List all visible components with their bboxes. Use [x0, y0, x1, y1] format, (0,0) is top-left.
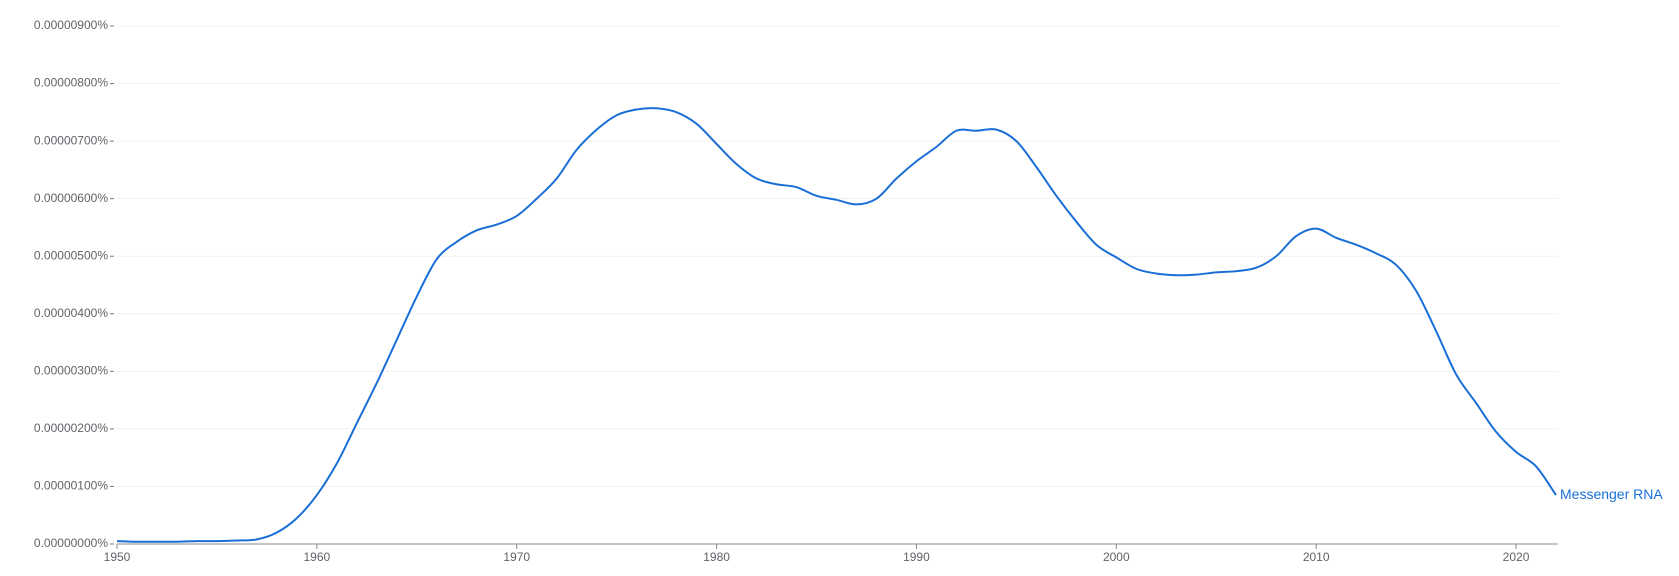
y-tick-label: 0.00000600% [34, 191, 108, 205]
y-tick-label: 0.00000200% [34, 421, 108, 435]
x-tick-label: 2000 [1103, 550, 1130, 564]
y-tick-label: 0.00000900% [34, 18, 108, 32]
y-tick-label: 0.00000500% [34, 248, 108, 262]
x-tick-label: 2010 [1303, 550, 1330, 564]
line-series [116, 107, 1557, 543]
y-tick-label: 0.00000400% [34, 306, 108, 320]
series-label: Messenger RNA [1560, 486, 1663, 502]
x-tick-label: 1970 [503, 550, 530, 564]
x-tick-label: 2020 [1503, 550, 1530, 564]
x-tick-label: 1950 [104, 550, 131, 564]
x-tick-label: 1980 [703, 550, 730, 564]
x-tick-label: 1960 [304, 550, 331, 564]
y-tick-label: 0.00000700% [34, 133, 108, 147]
y-tick-label: 0.00000300% [34, 364, 108, 378]
y-tick-label: 0.00000800% [34, 76, 108, 90]
x-tick-label: 1990 [903, 550, 930, 564]
y-tick-label: 0.00000000% [34, 536, 108, 550]
y-tick-label: 0.00000100% [34, 479, 108, 493]
